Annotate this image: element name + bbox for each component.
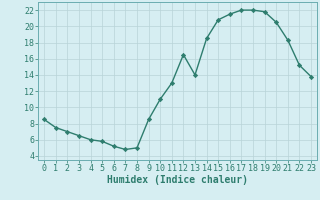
- X-axis label: Humidex (Indice chaleur): Humidex (Indice chaleur): [107, 175, 248, 185]
